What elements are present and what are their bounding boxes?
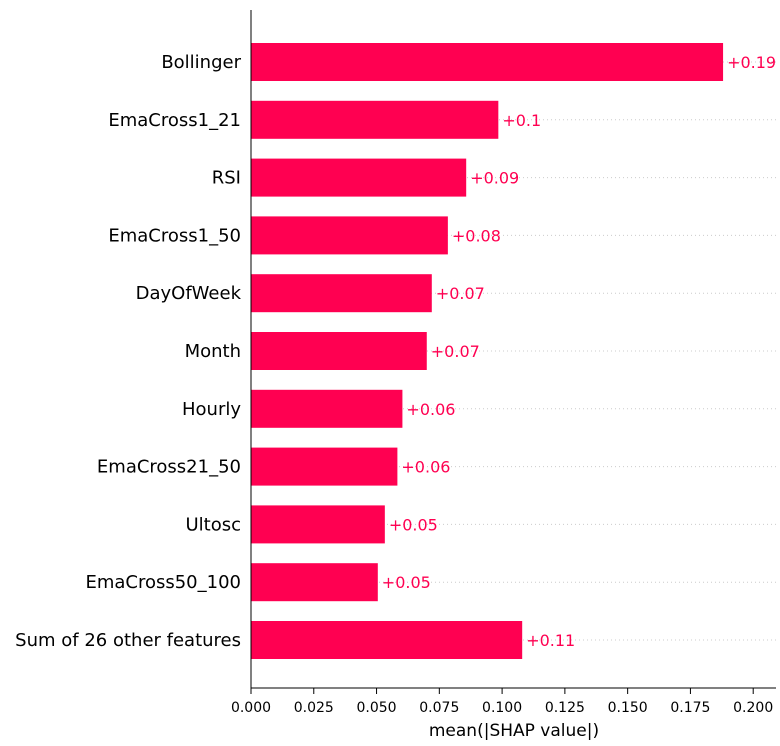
- x-tick-label: 0.000: [231, 700, 271, 716]
- value-label: +0.05: [389, 515, 438, 534]
- x-tick-label: 0.175: [670, 700, 710, 716]
- bar-bollinger: [251, 43, 724, 81]
- bar-ultosc: [251, 505, 385, 544]
- category-label: EmaCross1_50: [108, 225, 241, 246]
- value-label: +0.11: [526, 631, 575, 650]
- bar-rsi: [251, 158, 467, 197]
- x-tick-label: 0.125: [545, 700, 585, 716]
- category-label: EmaCross50_100: [85, 572, 241, 593]
- value-label: +0.1: [502, 111, 541, 130]
- bar-hourly: [251, 389, 403, 428]
- value-label: +0.06: [401, 458, 450, 477]
- bar-emacross50-100: [251, 563, 378, 602]
- x-tick-label: 0.075: [419, 700, 459, 716]
- bar-sum-of-26-other-features: [251, 621, 523, 659]
- value-label: +0.09: [470, 169, 519, 188]
- category-label: Hourly: [182, 399, 241, 420]
- x-tick-label: 0.025: [294, 700, 334, 716]
- category-label: Bollinger: [161, 52, 241, 73]
- x-axis-label: mean(|SHAP value|): [429, 721, 599, 741]
- x-tick-label: 0.050: [357, 700, 397, 716]
- category-label: EmaCross1_21: [108, 110, 241, 131]
- x-tick-label: 0.100: [482, 700, 522, 716]
- value-label: +0.07: [431, 342, 480, 361]
- bar-emacross1-21: [251, 100, 499, 139]
- bar-month: [251, 332, 427, 370]
- bar-dayofweek: [251, 274, 432, 313]
- value-label: +0.07: [436, 284, 485, 303]
- category-label: Sum of 26 other features: [15, 630, 241, 651]
- bar-emacross21-50: [251, 447, 398, 486]
- value-label: +0.05: [382, 573, 431, 592]
- category-label: RSI: [212, 168, 241, 189]
- category-label: DayOfWeek: [136, 283, 242, 304]
- value-label: +0.08: [452, 226, 501, 245]
- chart-axes: 0.000 0.025 0.050 0.075 0.100 0.125 0.150 0.175…: [231, 10, 776, 716]
- chart-rows: Bollinger +0.19 EmaCross1_21 +0.1 RSI +0.09 Em…: [15, 43, 776, 659]
- x-tick-label: 0.200: [733, 700, 773, 716]
- value-label: +0.06: [406, 400, 455, 419]
- value-label: +0.19: [727, 53, 776, 72]
- category-label: Month: [185, 341, 241, 362]
- bar-emacross1-50: [251, 216, 448, 255]
- category-label: EmaCross21_50: [97, 457, 241, 478]
- x-tick-label: 0.150: [608, 700, 648, 716]
- category-label: Ultosc: [185, 514, 241, 535]
